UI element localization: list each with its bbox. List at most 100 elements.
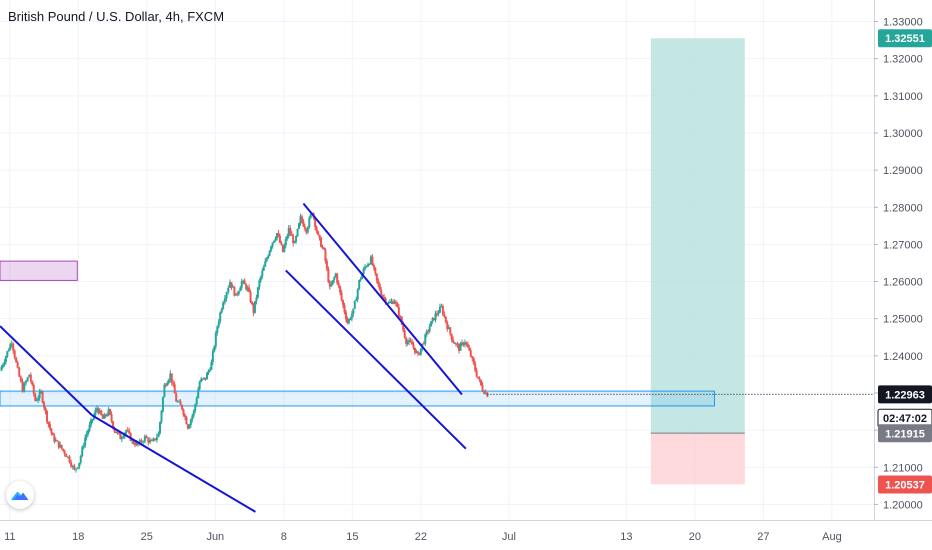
candle-body bbox=[264, 261, 267, 267]
candle-body bbox=[75, 468, 78, 470]
candle-body bbox=[362, 268, 365, 275]
candle-body bbox=[95, 408, 98, 411]
candle-body bbox=[374, 267, 377, 274]
candle-body bbox=[62, 448, 65, 451]
trend-line[interactable] bbox=[0, 325, 93, 416]
candle-body bbox=[229, 282, 231, 288]
candle-body bbox=[302, 221, 305, 227]
candle-body bbox=[68, 456, 71, 463]
candle-body bbox=[155, 437, 158, 440]
candle-body bbox=[267, 255, 270, 259]
price-axis[interactable] bbox=[874, 0, 932, 550]
candle-body bbox=[353, 301, 356, 309]
candle-body bbox=[175, 393, 178, 402]
candle-body bbox=[347, 318, 350, 323]
candle-body bbox=[413, 347, 416, 353]
candle-body bbox=[9, 344, 12, 350]
candle-body bbox=[134, 443, 137, 446]
x-tick-label: Jul bbox=[502, 531, 516, 543]
candle-body bbox=[248, 287, 251, 292]
candle-body bbox=[295, 236, 298, 242]
y-tick-label: 1.33000 bbox=[883, 17, 923, 29]
candle-body bbox=[45, 411, 48, 422]
y-tick-label: 1.24000 bbox=[883, 351, 923, 363]
candle-body bbox=[270, 246, 273, 251]
candle-body bbox=[6, 351, 9, 357]
x-tick-label: 11 bbox=[4, 531, 15, 543]
candle-body bbox=[261, 270, 264, 277]
candle-body bbox=[271, 242, 274, 247]
candle-body bbox=[29, 374, 32, 382]
candle-body bbox=[436, 313, 438, 315]
candle-body bbox=[469, 350, 472, 357]
candle-body bbox=[441, 306, 444, 315]
candle-body bbox=[465, 342, 468, 344]
candle-body bbox=[480, 379, 483, 386]
candle-body bbox=[384, 298, 387, 304]
candle-body bbox=[147, 438, 150, 443]
time-axis[interactable] bbox=[0, 520, 874, 550]
candle-body bbox=[234, 293, 237, 296]
candle-body bbox=[377, 280, 380, 285]
tradingview-logo-icon[interactable] bbox=[6, 481, 34, 509]
candle-body bbox=[44, 407, 47, 412]
candle-body bbox=[19, 376, 22, 382]
support-zone[interactable] bbox=[0, 390, 715, 407]
candle-body bbox=[281, 244, 284, 252]
candle-body bbox=[143, 436, 146, 442]
candle-body bbox=[365, 266, 368, 268]
stop-zone[interactable] bbox=[650, 433, 745, 485]
candle-body bbox=[172, 382, 175, 385]
trend-line[interactable] bbox=[302, 202, 463, 396]
candle-body bbox=[431, 317, 434, 322]
target-zone[interactable] bbox=[650, 38, 745, 434]
candle-body bbox=[94, 410, 97, 415]
candle-body bbox=[220, 309, 223, 313]
candle-body bbox=[378, 284, 381, 290]
candle-body bbox=[169, 373, 172, 380]
candle-body bbox=[24, 381, 27, 384]
candle-body bbox=[306, 227, 309, 233]
candle-body bbox=[10, 343, 13, 345]
trend-line[interactable] bbox=[91, 414, 256, 513]
candle-body bbox=[411, 341, 414, 345]
candle-body bbox=[292, 235, 295, 244]
candle-body bbox=[148, 440, 151, 443]
candle-body bbox=[18, 367, 21, 377]
candle-body bbox=[428, 326, 431, 332]
candle-body bbox=[434, 313, 437, 321]
candle-body bbox=[112, 421, 115, 428]
candle-body bbox=[308, 217, 311, 228]
candle-body bbox=[189, 419, 192, 425]
candle-body bbox=[225, 292, 228, 299]
candle-body bbox=[275, 233, 278, 239]
candle-body bbox=[65, 454, 68, 458]
candle-body bbox=[97, 408, 100, 414]
candle-body bbox=[231, 286, 234, 288]
candle-body bbox=[403, 330, 406, 338]
candle-body bbox=[427, 331, 430, 333]
candle-body bbox=[352, 308, 355, 315]
candle-body bbox=[274, 238, 277, 241]
candle-body bbox=[472, 358, 475, 364]
trend-line[interactable] bbox=[285, 269, 467, 450]
candle-body bbox=[150, 440, 153, 442]
resistance-box[interactable] bbox=[0, 260, 78, 281]
candle-body bbox=[477, 376, 480, 379]
candle-body bbox=[207, 370, 210, 374]
candle-body bbox=[132, 439, 135, 444]
candle-body bbox=[59, 444, 62, 448]
candle-body bbox=[293, 241, 296, 244]
candle-body bbox=[103, 414, 106, 419]
candle-body bbox=[375, 273, 378, 281]
candle-body bbox=[361, 274, 364, 280]
y-tick-label: 1.27000 bbox=[883, 239, 923, 251]
price-label: 1.22963 bbox=[885, 389, 925, 401]
candle-body bbox=[478, 378, 481, 380]
candle-body bbox=[284, 238, 287, 246]
candle-body bbox=[278, 235, 281, 243]
candle-body bbox=[166, 382, 169, 386]
candle-body bbox=[474, 363, 477, 371]
candle-body bbox=[333, 277, 336, 281]
